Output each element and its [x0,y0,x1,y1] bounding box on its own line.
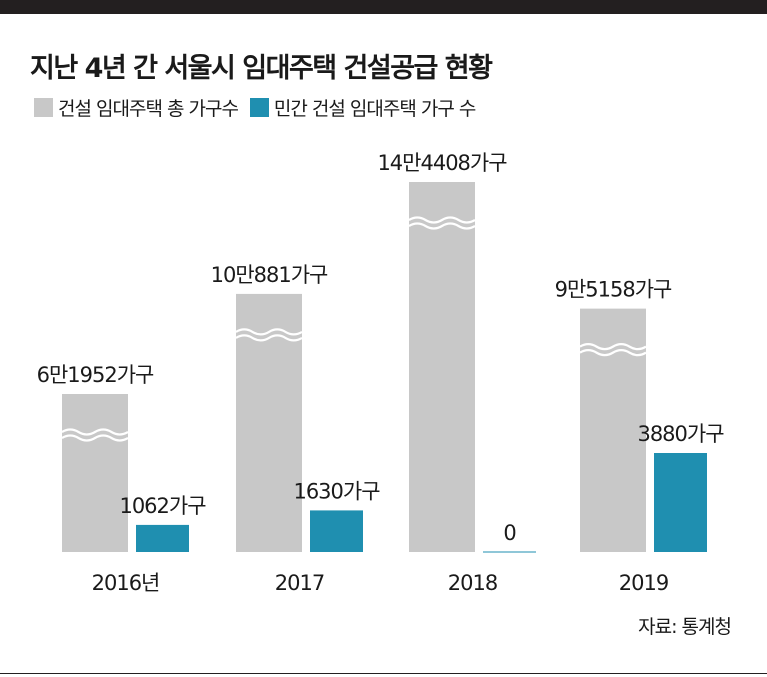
axis-break-mark-1 [235,328,303,336]
axis-break-mark-3-b [579,349,647,357]
bar-private-0 [136,524,189,552]
data-label-total-3: 9만5158가구 [555,278,672,302]
data-label-total-2: 14만4408가구 [377,151,507,175]
bottom-line [0,673,767,674]
data-label-private-0: 1062가구 [119,494,206,518]
chart-title: 지난 4년 간 서울시 임대주택 건설공급 현황 [30,53,493,84]
data-label-total-0: 6만1952가구 [37,363,154,387]
category-label-2: 2018 [448,571,497,595]
legend-swatch-private [249,98,269,117]
axis-break-mark-2-b [408,222,476,230]
legend-label-total: 건설 임대주택 총 가구수 [58,98,239,120]
legend-item-total: 건설 임대주택 총 가구수 [34,94,239,121]
bar-private-1 [310,510,363,552]
axis-break-mark-0 [61,428,129,436]
data-label-private-1: 1630가구 [293,479,380,503]
bar-total-2 [409,182,475,552]
data-label-private-3: 3880가구 [637,422,724,446]
category-label-1: 2017 [275,571,324,595]
axis-break-mark-2 [408,216,476,224]
axis-break-mark-0-b [61,434,129,442]
legend-swatch-total [34,98,53,117]
data-label-private-2: 0 [503,521,515,545]
bar-private-3 [654,453,707,552]
legend-label-private: 민간 건설 임대주택 가구 수 [273,98,476,120]
category-label-3: 2019 [619,571,668,595]
top-bar [0,0,767,14]
source-note: 자료: 통계청 [638,616,732,638]
data-label-total-1: 10만881가구 [211,263,328,287]
bar-total-0 [62,394,128,552]
axis-break-mark-3 [579,343,647,351]
axis-break-mark-1-b [235,334,303,342]
legend-item-private: 민간 건설 임대주택 가구 수 [249,94,476,121]
category-label-0: 2016년 [92,571,160,595]
legend: 건설 임대주택 총 가구수 민간 건설 임대주택 가구 수 [34,94,487,121]
